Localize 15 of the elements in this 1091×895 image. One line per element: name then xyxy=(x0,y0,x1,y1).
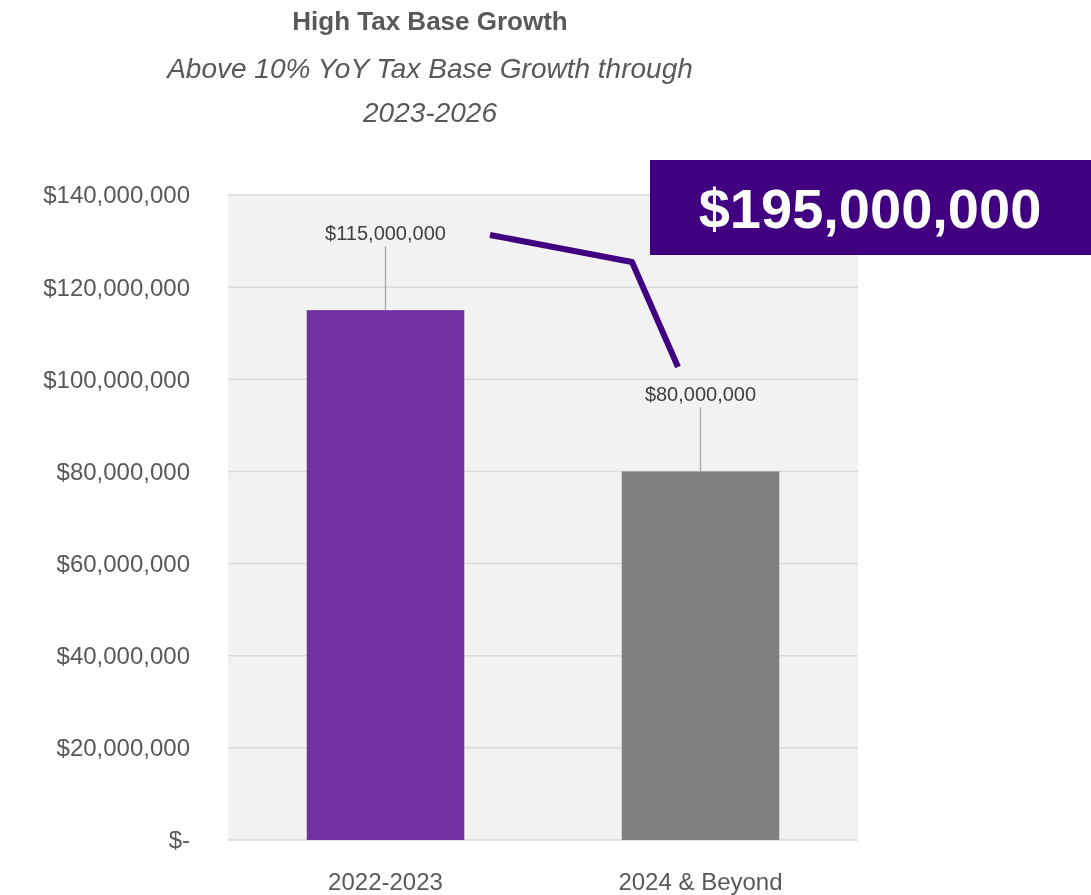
x-tick-label: 2022-2023 xyxy=(328,868,443,895)
y-tick-label: $80,000,000 xyxy=(56,457,190,485)
y-tick-label: $- xyxy=(168,826,190,854)
data-label: $115,000,000 xyxy=(325,222,446,245)
chart-subtitle: Above 10% YoY Tax Base Growth through 2023-2026 xyxy=(165,53,693,128)
chart-title: High Tax Base Growth xyxy=(292,6,568,36)
annotation: $195,000,000 xyxy=(698,176,1042,240)
y-tick-label: $20,000,000 xyxy=(56,734,190,762)
y-tick-label: $100,000,000 xyxy=(43,365,190,393)
y-tick-label: $140,000,000 xyxy=(43,181,190,209)
y-tick-label: $40,000,000 xyxy=(56,642,190,670)
x-tick-label: 2024 & Beyond xyxy=(618,868,783,895)
data-label: $80,000,000 xyxy=(644,383,757,406)
y-tick-label: $120,000,000 xyxy=(43,273,190,301)
y-tick-label: $60,000,000 xyxy=(56,549,190,577)
